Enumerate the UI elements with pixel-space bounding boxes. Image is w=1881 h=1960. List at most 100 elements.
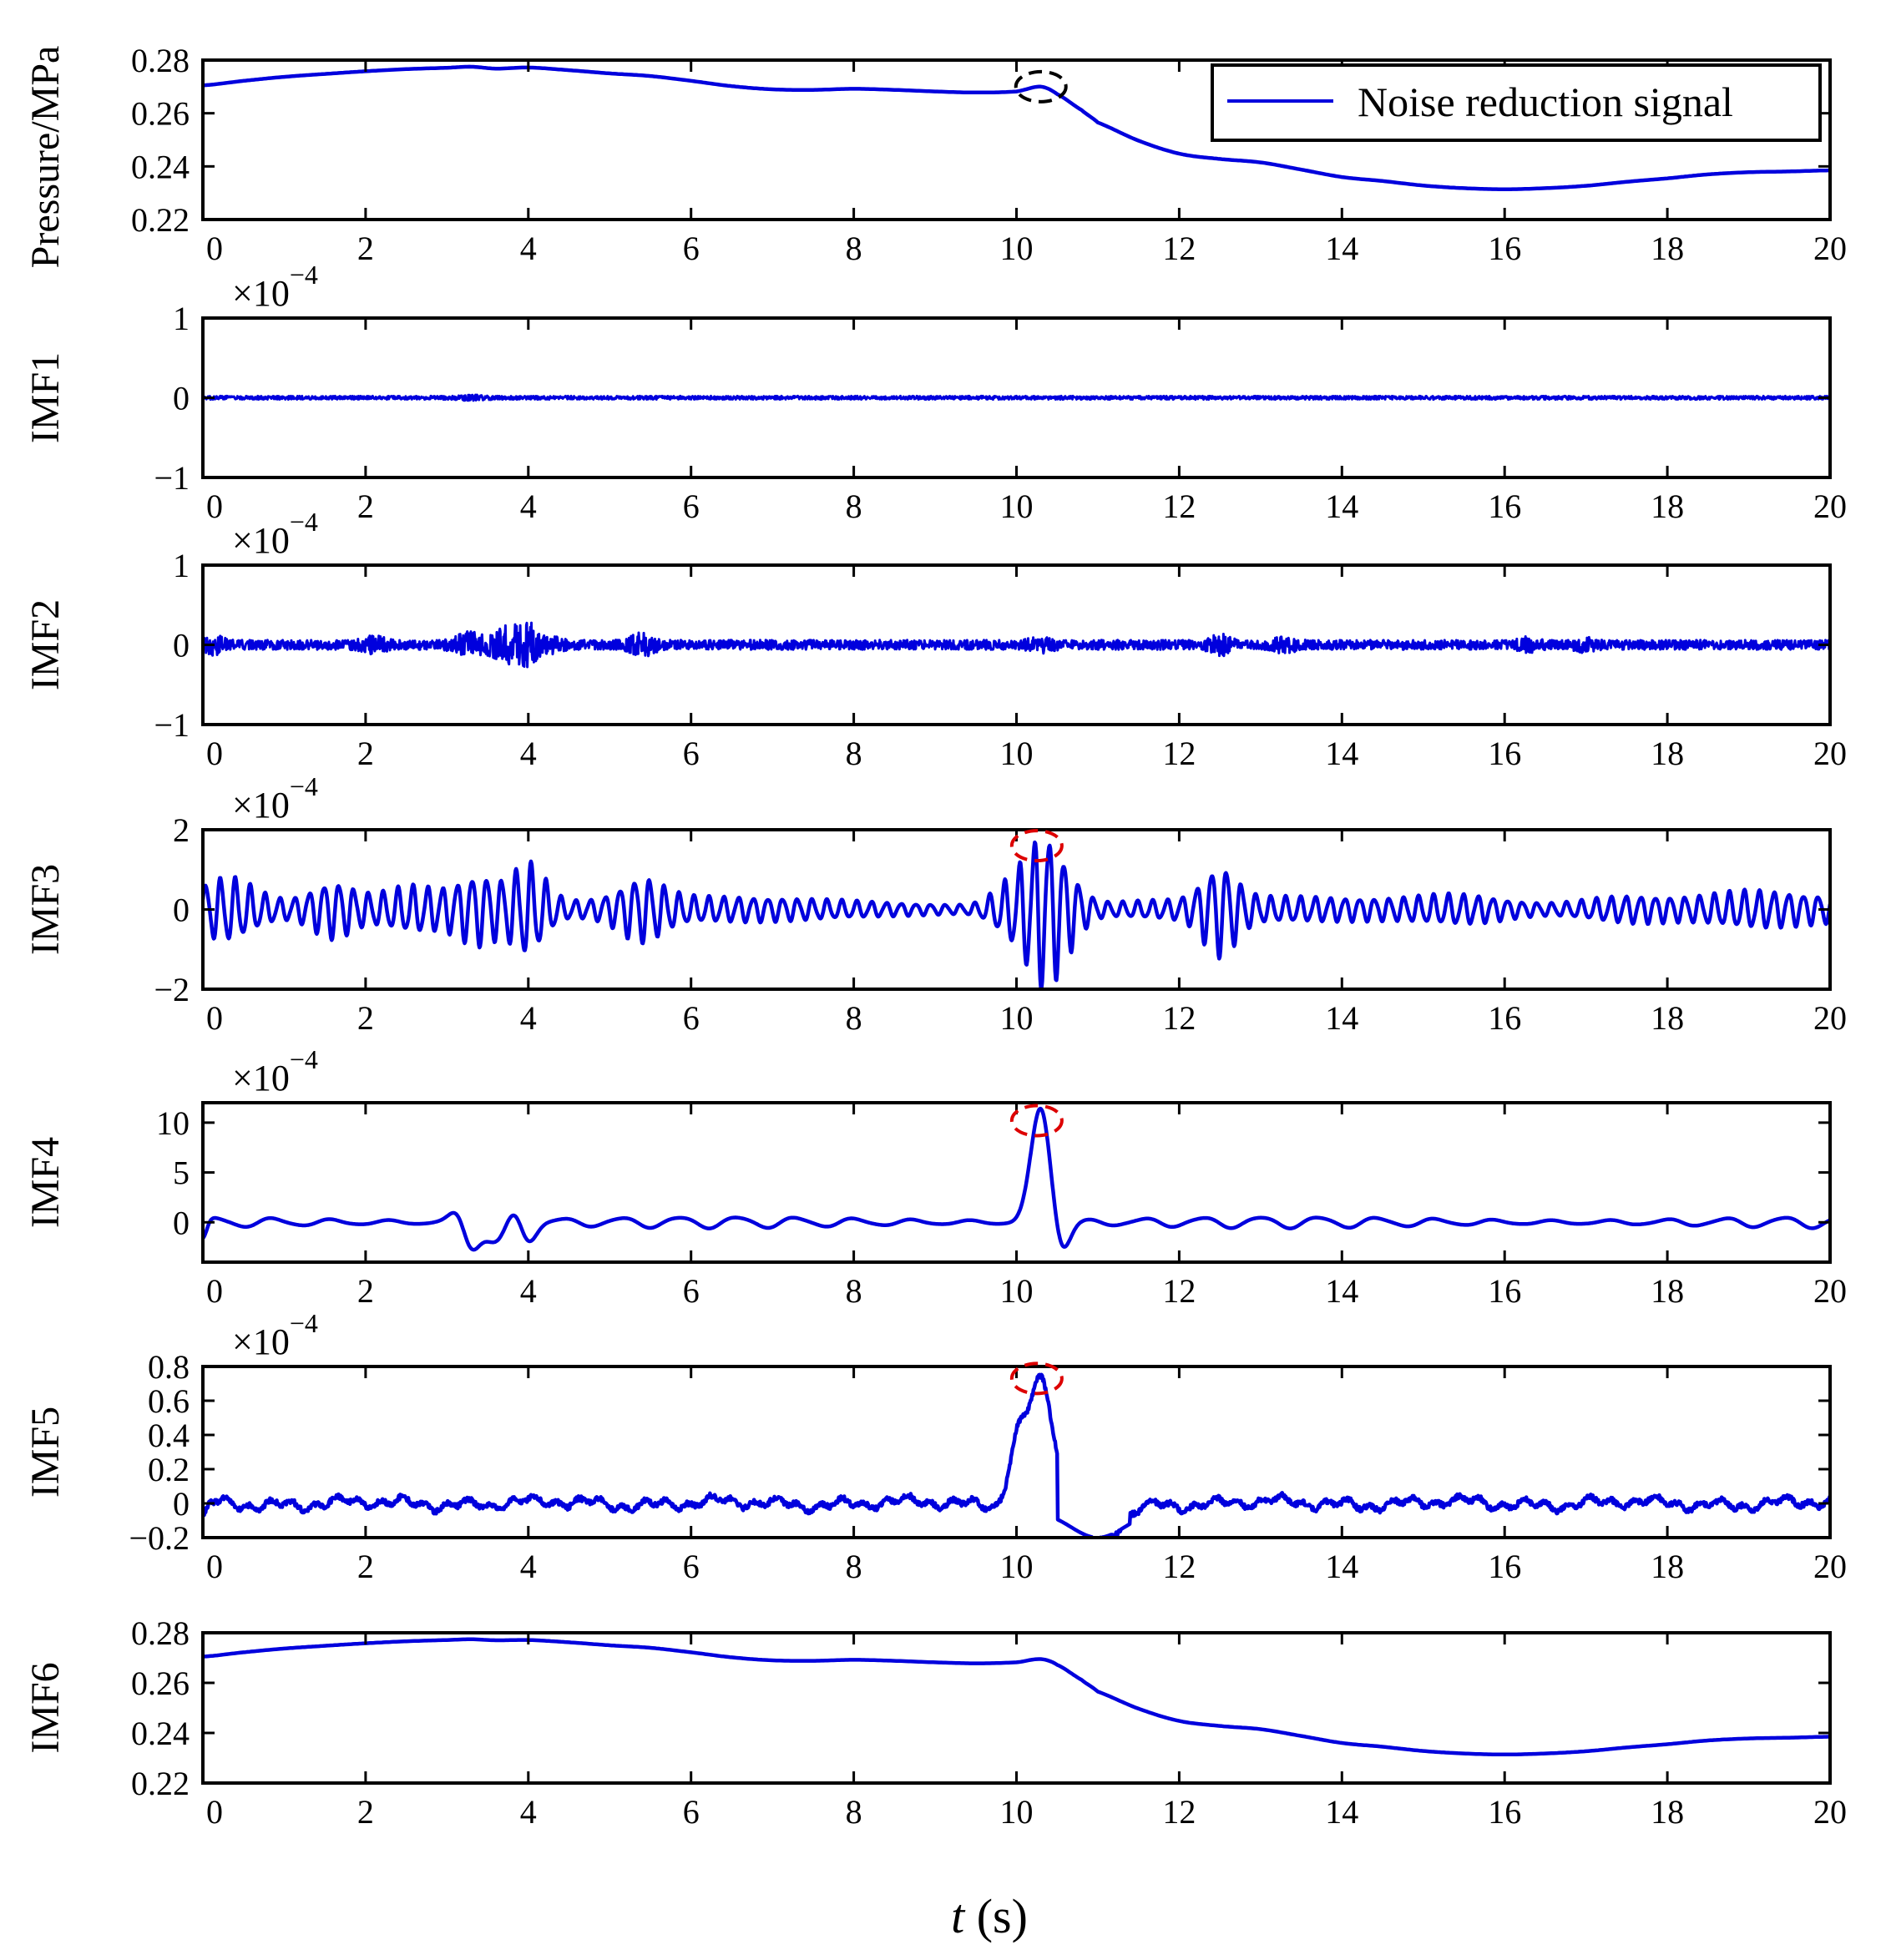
x-tick-label: 2 [357, 230, 374, 267]
y-scale-base: ×10 [232, 1321, 290, 1362]
x-axis-label-symbol: t [951, 1889, 966, 1943]
y-scale-base: ×10 [232, 520, 290, 561]
x-tick-label: 8 [846, 1793, 862, 1831]
y-scale-exponent: −4 [290, 1044, 318, 1074]
x-tick-label: 18 [1651, 1793, 1684, 1831]
y-tick-label: 1 [173, 300, 190, 337]
x-tick-label: 16 [1488, 999, 1521, 1037]
x-tick-label: 6 [683, 230, 700, 267]
y-tick-label: 0.6 [148, 1382, 190, 1420]
x-tick-label: 6 [683, 735, 700, 772]
x-tick-label: 20 [1813, 1272, 1847, 1310]
x-tick-label: 14 [1325, 1272, 1358, 1310]
y-tick-label: 0.22 [131, 1765, 190, 1802]
x-tick-label: 14 [1325, 1793, 1358, 1831]
subplot-imf6: 0 2 4 6 8 10 12 14 16 18 20 0.22 0.24 0.26 0.28 IMF6 [23, 1614, 1847, 1831]
y-tick-label: 0.28 [131, 1614, 190, 1652]
x-tick-label: 2 [357, 1272, 374, 1310]
x-tick-label: 8 [846, 487, 862, 525]
subplot-imf5: 0 2 4 6 8 10 12 14 16 18 20−0.200.20.40.60.8IMF5×1… [23, 1308, 1847, 1585]
x-tick-label: 20 [1813, 1548, 1847, 1585]
x-tick-label: 12 [1162, 1793, 1196, 1831]
x-tick-label: 16 [1488, 735, 1521, 772]
x-tick-label: 6 [683, 1793, 700, 1831]
subplot-pressure: 0 2 4 6 8 10 12 14 16 18 20 0.22 0.24 0.26 0.28 Pressur… [23, 42, 1847, 268]
x-tick-label: 4 [520, 1548, 537, 1585]
y-tick-label: 1 [173, 547, 190, 584]
y-tick-label: 0.22 [131, 201, 190, 239]
x-tick-label: 12 [1162, 487, 1196, 525]
x-tick-label: 4 [520, 487, 537, 525]
x-tick-label: 10 [1000, 999, 1034, 1037]
series-line-imf4 [203, 1106, 1830, 1252]
x-tick-label: 18 [1651, 735, 1684, 772]
y-axis-label: IMF4 [23, 1137, 68, 1228]
x-tick-label: 6 [683, 1548, 700, 1585]
x-tick-label: 0 [206, 1272, 223, 1310]
y-scale-exponent: −4 [290, 260, 318, 290]
x-tick-label: 2 [357, 999, 374, 1037]
highlight-ellipse [1014, 69, 1068, 104]
x-tick-label: 12 [1162, 735, 1196, 772]
y-tick-label: 0.4 [148, 1417, 190, 1454]
x-tick-label: 0 [206, 1548, 223, 1585]
x-tick-label: 8 [846, 999, 862, 1037]
x-tick-label: 0 [206, 230, 223, 267]
highlight-ellipse [1009, 829, 1064, 863]
x-tick-label: 4 [520, 230, 537, 267]
y-tick-label: 0.28 [131, 42, 190, 79]
x-tick-label: 14 [1325, 735, 1358, 772]
y-scale-multiplier: ×10−4 [232, 507, 318, 561]
y-axis-label: Pressure/MPa [23, 46, 68, 269]
subplot-imf4: 0 2 4 6 8 10 12 14 16 18 20 0 5 10 IMF4 ×10−4 [23, 1044, 1847, 1310]
x-tick-label: 20 [1813, 1793, 1847, 1831]
x-tick-label: 0 [206, 735, 223, 772]
y-tick-label: 0.24 [131, 1715, 190, 1752]
x-tick-label: 4 [520, 1793, 537, 1831]
x-tick-label: 10 [1000, 487, 1034, 525]
y-tick-label: 0.8 [148, 1348, 190, 1386]
x-tick-label: 12 [1162, 1548, 1196, 1585]
y-scale-multiplier: ×10−4 [232, 260, 318, 314]
subplot-stack: 0 2 4 6 8 10 12 14 16 18 200.220.240.260.28Pressur… [23, 42, 1847, 1831]
x-tick-label: 16 [1488, 1548, 1521, 1585]
y-axis-label: IMF3 [23, 864, 68, 955]
x-tick-label: 18 [1651, 1548, 1684, 1585]
y-scale-multiplier: ×10−4 [232, 771, 318, 826]
x-tick-label: 12 [1162, 230, 1196, 267]
series-line-noise-reduction-signal [203, 64, 1830, 191]
x-axis-label: t (s) [951, 1889, 1028, 1943]
y-scale-exponent: −4 [290, 771, 318, 801]
x-tick-label: 0 [206, 999, 223, 1037]
x-tick-label: 14 [1325, 1548, 1358, 1585]
x-tick-label: 0 [206, 487, 223, 525]
legend: Noise reduction signal [1211, 63, 1822, 142]
y-tick-label: 5 [173, 1154, 190, 1192]
y-tick-label: 2 [173, 811, 190, 849]
x-tick-label: 10 [1000, 230, 1034, 267]
x-tick-label: 0 [206, 1793, 223, 1831]
x-tick-label: 18 [1651, 999, 1684, 1037]
x-tick-label: 18 [1651, 1272, 1684, 1310]
y-tick-label: 0 [173, 627, 190, 664]
y-tick-label: 0.26 [131, 1664, 190, 1702]
x-tick-label: 6 [683, 487, 700, 525]
x-tick-label: 8 [846, 230, 862, 267]
legend-box [1211, 63, 1822, 142]
x-tick-label: 8 [846, 1548, 862, 1585]
x-tick-label: 2 [357, 1793, 374, 1831]
x-tick-label: 2 [357, 1548, 374, 1585]
subplot-imf1: 0 2 4 6 8 10 12 14 16 18 20 −1 0 1 IMF1 ×10−4 [23, 260, 1847, 525]
y-scale-exponent: −4 [290, 507, 318, 537]
y-tick-label: 0 [173, 380, 190, 417]
y-scale-base: ×10 [232, 1058, 290, 1099]
y-tick-label: 0.26 [131, 95, 190, 133]
x-tick-label: 4 [520, 735, 537, 772]
x-tick-label: 16 [1488, 487, 1521, 525]
x-tick-label: 20 [1813, 487, 1847, 525]
x-tick-label: 16 [1488, 1793, 1521, 1831]
y-tick-label: −0.2 [129, 1519, 190, 1557]
x-tick-label: 4 [520, 1272, 537, 1310]
x-tick-label: 18 [1651, 230, 1684, 267]
